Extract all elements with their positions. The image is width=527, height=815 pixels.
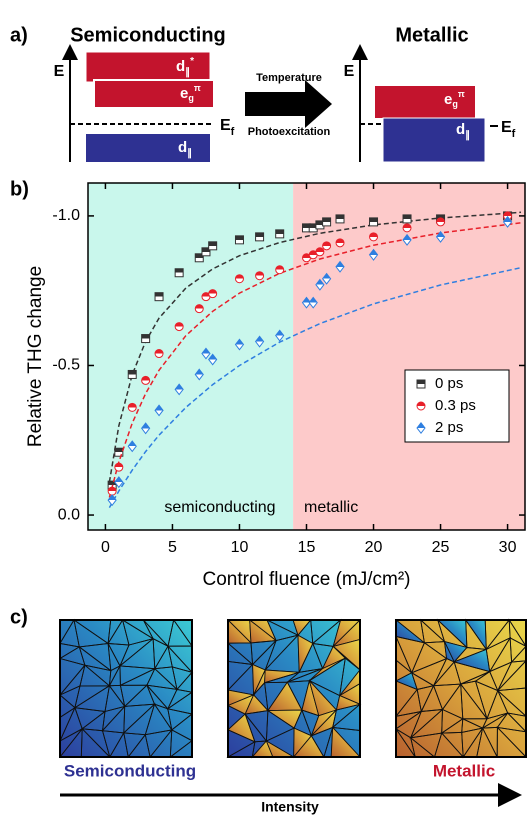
marker [417, 380, 425, 388]
x-axis-label: Control fluence (mJ/cm²) [203, 569, 411, 590]
marker [195, 305, 203, 313]
marker [256, 233, 264, 241]
domain-images [60, 620, 526, 757]
x-tick-label: 15 [298, 539, 316, 556]
x-tick-label: 25 [432, 539, 450, 556]
marker [370, 218, 378, 226]
marker [175, 269, 183, 277]
marker [336, 215, 344, 223]
arrow-label: Temperature [256, 72, 322, 84]
arrow-label: Photoexcitation [248, 126, 331, 138]
x-tick-label: 5 [168, 539, 177, 556]
x-tick-label: 30 [499, 539, 517, 556]
y-axis-label: Relative THG change [25, 266, 46, 447]
left-title: Semiconducting [70, 24, 226, 46]
x-tick-label: 0 [101, 539, 110, 556]
marker [209, 290, 217, 298]
caption: Metallic [433, 761, 495, 780]
marker [417, 402, 425, 410]
energy-label: E [54, 63, 65, 80]
marker [316, 248, 324, 256]
marker [336, 239, 344, 247]
marker [155, 350, 163, 358]
legend-label: 0.3 ps [435, 397, 476, 414]
fermi-label: Ef [501, 119, 516, 140]
right-title: Metallic [395, 24, 468, 46]
panel-label: c) [10, 606, 28, 628]
panel-label: a) [10, 24, 28, 46]
x-tick-label: 10 [231, 539, 249, 556]
marker [209, 242, 217, 250]
marker [128, 403, 136, 411]
marker [128, 370, 136, 378]
panel-label: b) [10, 178, 29, 200]
marker [276, 230, 284, 238]
marker [142, 376, 150, 384]
marker [403, 224, 411, 232]
transition-arrow [245, 80, 332, 128]
marker [276, 266, 284, 274]
caption: Semiconducting [64, 761, 196, 780]
marker [115, 463, 123, 471]
marker [235, 275, 243, 283]
marker [175, 323, 183, 331]
x-tick-label: 20 [365, 539, 383, 556]
y-tick-label: -1.0 [52, 207, 80, 224]
region-label: semiconducting [164, 499, 275, 516]
marker [108, 487, 116, 495]
legend-label: 2 ps [435, 419, 463, 436]
marker [403, 215, 411, 223]
axis-caption: Intensity [261, 799, 319, 815]
marker [235, 236, 243, 244]
y-tick-label: -0.5 [52, 357, 80, 374]
legend-label: 0 ps [435, 375, 463, 392]
chart: semiconducting metallic 0.0 -0.5 -1.0 0 5 10 15 2… [25, 183, 525, 590]
marker [323, 242, 331, 250]
energy-label: E [344, 63, 355, 80]
figure: a) Semiconducting Metallic E d∥* egπ d∥ … [0, 0, 527, 815]
marker [370, 233, 378, 241]
marker [142, 335, 150, 343]
marker [256, 272, 264, 280]
region [293, 183, 525, 530]
y-tick-label: 0.0 [58, 506, 80, 523]
marker [323, 218, 331, 226]
marker [437, 218, 445, 226]
marker [155, 293, 163, 301]
region-label: metallic [304, 499, 358, 516]
fermi-label: Ef [220, 117, 235, 138]
